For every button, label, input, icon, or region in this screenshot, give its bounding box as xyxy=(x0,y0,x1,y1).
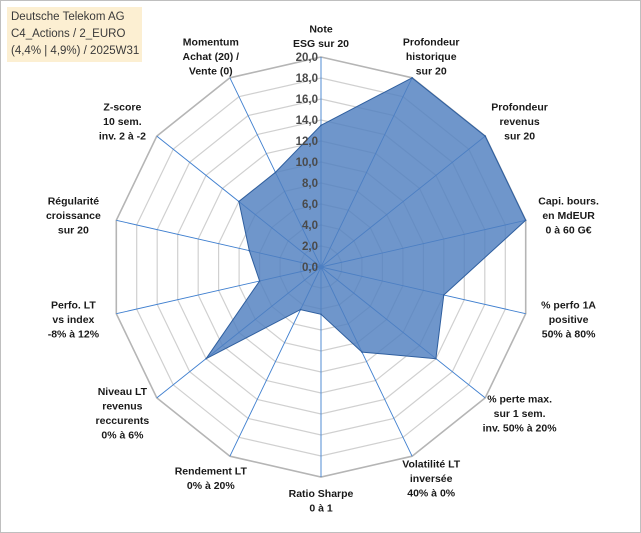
axis-label-line: 0 à 60 G€ xyxy=(546,224,592,236)
axis-label-line: Niveau LT xyxy=(98,386,148,398)
axis-label: Perfo. LT vs index -8% à 12% xyxy=(48,300,100,341)
tick-label: 2,0 xyxy=(302,241,318,253)
radar-tick-labels: 0,0 2,0 4,0 6,0 8,0 10,0 12,0 14,0 16,0 18,0 20,0 xyxy=(296,52,318,274)
tick-label: 0,0 xyxy=(302,262,318,274)
radar-series xyxy=(205,77,527,360)
axis-label-line: % perfo 1A xyxy=(541,300,596,312)
axis-label-line: Volatilité LT xyxy=(402,458,461,470)
axis-label-line: vs index xyxy=(52,314,94,326)
axis-label-line: croissance xyxy=(46,210,101,222)
axis-label-line: 0% à 20% xyxy=(187,480,236,492)
axis-label-line: Profondeur xyxy=(491,102,548,114)
axis-label: Régularité croissance sur 20 xyxy=(46,195,101,236)
axis-label-line: 10 sem. xyxy=(103,116,142,128)
axis-label-line: Vente (0) xyxy=(189,66,233,78)
radar-point xyxy=(411,77,413,79)
axis-label-line: Momentum xyxy=(183,37,239,49)
axis-label-line: revenus xyxy=(102,401,142,413)
axis-label: Rendement LT 0% à 20% xyxy=(175,466,248,493)
radar-point xyxy=(524,219,527,222)
tick-label: 12,0 xyxy=(296,136,318,148)
radar-point xyxy=(435,357,437,360)
radar-point xyxy=(274,171,277,174)
axis-label-line: historique xyxy=(406,51,457,63)
tick-label: 20,0 xyxy=(296,52,318,64)
axis-label-line: revenus xyxy=(499,116,539,128)
axis-label-line: sur 20 xyxy=(416,66,447,78)
axis-label-line: Rendement LT xyxy=(175,466,248,478)
tick-label: 4,0 xyxy=(302,220,318,232)
radar-point xyxy=(443,294,445,296)
tick-label: 10,0 xyxy=(296,157,318,169)
axis-label: % perte max. sur 1 sem. inv. 50% à 20% xyxy=(483,393,558,434)
radar-point xyxy=(205,357,207,360)
axis-label: Volatilité LT inversée 40% à 0% xyxy=(402,458,461,499)
axis-label-line: reccurents xyxy=(96,415,150,427)
radar-point xyxy=(361,351,363,353)
axis-label: Momentum Achat (20) / Vente (0) xyxy=(182,37,239,78)
radar-point xyxy=(238,200,240,203)
axis-label-line: Achat (20) / xyxy=(182,51,239,63)
axis-label-line: Z-score xyxy=(103,102,141,114)
radar-point xyxy=(248,249,251,252)
axis-label-line: 40% à 0% xyxy=(407,487,456,499)
axis-label-line: positive xyxy=(549,314,589,326)
axis-label-line: sur 20 xyxy=(58,224,89,236)
axis-label-line: sur 1 sem. xyxy=(494,408,546,420)
axis-label: Profondeur historique sur 20 xyxy=(403,37,460,78)
axis-label-line: en MdEUR xyxy=(542,210,595,222)
axis-label-line: Perfo. LT xyxy=(51,300,96,312)
chart-title-line-3: (4,4% | 4,9%) / 2025W31 xyxy=(11,45,140,57)
axis-label-line: sur 20 xyxy=(504,131,535,143)
tick-label: 14,0 xyxy=(296,115,318,127)
tick-label: 6,0 xyxy=(302,199,318,211)
axis-label: Capi. bours. en MdEUR 0 à 60 G€ xyxy=(538,195,599,236)
axis-label-line: Profondeur xyxy=(403,37,460,49)
axis-label-line: Note xyxy=(309,24,332,36)
axis-label-line: Capi. bours. xyxy=(538,195,599,207)
axis-label: % perfo 1A positive 50% à 80% xyxy=(541,300,596,341)
radar-point xyxy=(299,308,302,311)
radar-axis-labels: Note ESG sur 20 Profondeur historique sur 20… xyxy=(46,24,599,515)
tick-label: 8,0 xyxy=(302,178,318,190)
radar-point xyxy=(320,124,322,127)
axis-label-line: inv. 50% à 20% xyxy=(483,422,558,434)
axis-label-line: 50% à 80% xyxy=(542,329,596,341)
tick-label: 18,0 xyxy=(296,73,318,85)
axis-label-line: Ratio Sharpe xyxy=(289,488,354,500)
axis-label-line: Régularité xyxy=(48,195,100,207)
axis-label-line: inv. 2 à -2 xyxy=(99,131,146,143)
axis-label-line: 0% à 6% xyxy=(101,430,144,442)
axis-label: Profondeur revenus sur 20 xyxy=(491,102,548,143)
radar-area xyxy=(205,77,527,360)
radar-point xyxy=(484,135,487,137)
axis-label: Z-score 10 sem. inv. 2 à -2 xyxy=(99,102,146,143)
axis-label-line: inversée xyxy=(410,473,453,485)
radar-point xyxy=(320,313,322,316)
axis-label-line: -8% à 12% xyxy=(48,329,100,341)
axis-label: Ratio Sharpe 0 à 1 xyxy=(289,488,354,515)
radar-point xyxy=(258,280,261,282)
axis-label-line: ESG sur 20 xyxy=(293,38,349,50)
axis-label: Niveau LT revenus reccurents 0% à 6% xyxy=(96,386,150,442)
axis-label-line: 0 à 1 xyxy=(309,503,333,515)
tick-label: 16,0 xyxy=(296,94,318,106)
chart-title-line-2: C4_Actions / 2_EURO xyxy=(11,28,126,40)
chart-title-line-1: Deutsche Telekom AG xyxy=(11,11,125,23)
axis-label-line: % perte max. xyxy=(487,393,552,405)
chart-title-box: Deutsche Telekom AG C4_Actions / 2_EURO … xyxy=(7,7,142,62)
axis-label: Note ESG sur 20 xyxy=(293,24,349,51)
